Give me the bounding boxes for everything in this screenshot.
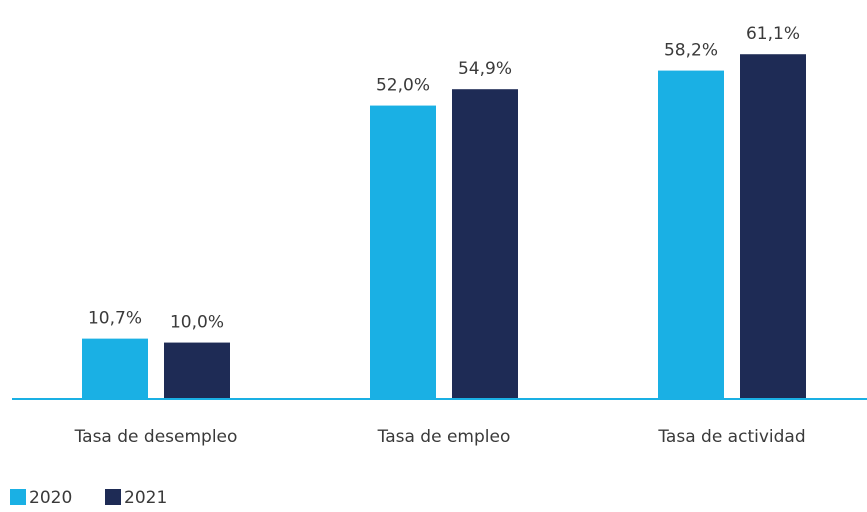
legend-swatch: [105, 489, 121, 505]
legend-label: 2021: [124, 488, 167, 508]
bar: [164, 342, 230, 399]
bar: [452, 89, 518, 399]
bar: [82, 338, 148, 399]
value-label: 54,9%: [458, 59, 512, 79]
value-label: 52,0%: [376, 76, 430, 96]
value-label: 10,0%: [170, 313, 224, 333]
bar: [740, 54, 806, 399]
x-tick-label: Tasa de empleo: [377, 427, 511, 447]
value-label: 10,7%: [88, 309, 142, 329]
x-tick-label: Tasa de actividad: [657, 427, 805, 447]
bar: [370, 105, 436, 400]
bar: [658, 70, 724, 399]
legend-swatch: [10, 489, 26, 505]
value-label: 61,1%: [746, 24, 800, 44]
value-label: 58,2%: [664, 41, 718, 61]
legend-label: 2020: [29, 488, 72, 508]
x-tick-label: Tasa de desempleo: [74, 427, 238, 447]
